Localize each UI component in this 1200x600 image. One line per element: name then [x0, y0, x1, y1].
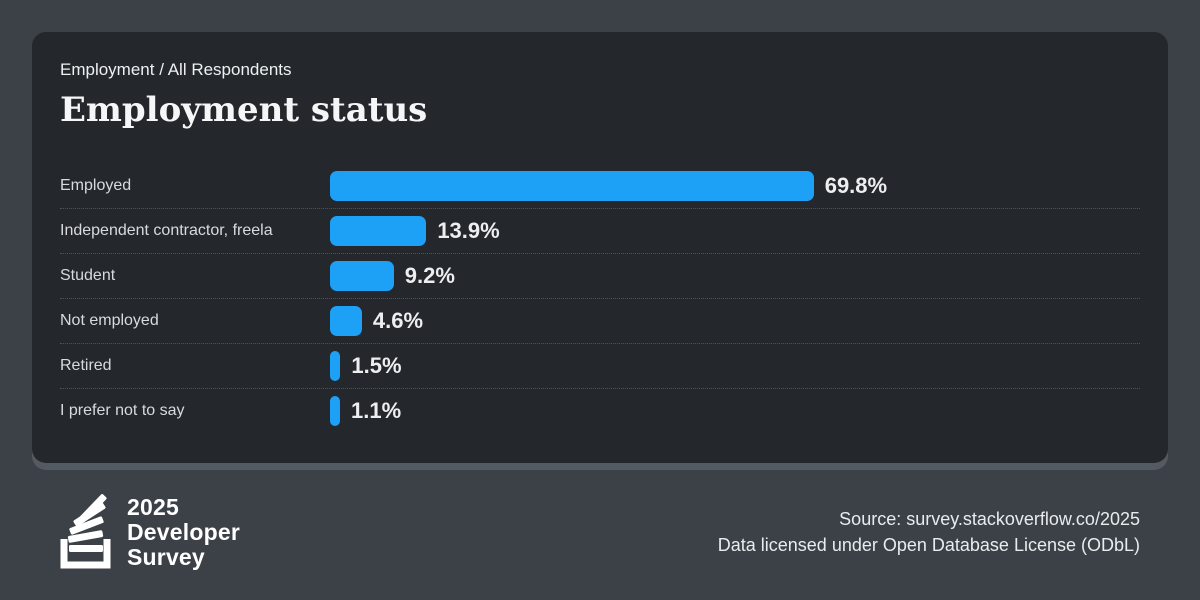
bar-track: 4.6% — [330, 306, 1140, 336]
category-label: Independent contractor, freela — [60, 222, 330, 240]
category-label: I prefer not to say — [60, 402, 330, 420]
stackoverflow-logo-icon — [60, 493, 114, 571]
chart-row: Independent contractor, freela 13.9% — [60, 208, 1140, 253]
page-title: Employment status — [60, 90, 428, 130]
bar-track: 69.8% — [330, 170, 1140, 201]
bar-track: 1.5% — [330, 351, 1140, 381]
brand-line-year: 2025 — [127, 493, 179, 520]
chart-row: I prefer not to say 1.1% — [60, 388, 1140, 433]
chart-card: Employment / All Respondents Employment … — [32, 32, 1168, 463]
brand-wordmark: 2025 Developer Survey — [127, 493, 241, 570]
bar-track: 13.9% — [330, 216, 1140, 246]
source-url-line: Source: survey.stackoverflow.co/2025 — [839, 509, 1140, 529]
category-label: Student — [60, 267, 330, 285]
source-attribution: Source: survey.stackoverflow.co/2025 Dat… — [718, 506, 1140, 558]
value-label: 13.9% — [437, 218, 500, 243]
breadcrumb: Employment / All Respondents — [60, 60, 292, 79]
bar-chart: Employed 69.8% Independent contractor, fre… — [60, 163, 1140, 433]
category-label: Retired — [60, 357, 330, 375]
chart-row: Student 9.2% — [60, 253, 1140, 298]
brand-line-survey: Survey — [127, 543, 205, 570]
chart-row: Employed 69.8% — [60, 163, 1140, 208]
value-label: 4.6% — [372, 308, 424, 333]
chart-row: Retired 1.5% — [60, 343, 1140, 388]
value-label: 1.1% — [351, 398, 402, 423]
bar-track: 1.1% — [330, 396, 1140, 426]
value-label: 9.2% — [404, 263, 455, 288]
bar — [330, 170, 814, 201]
category-label: Employed — [60, 176, 330, 195]
brand: 2025 Developer Survey — [60, 493, 240, 571]
value-label: 1.5% — [351, 353, 402, 378]
license-line: Data licensed under Open Database Licens… — [717, 535, 1140, 555]
bar — [330, 396, 340, 426]
footer: 2025 Developer Survey Source: survey.sta… — [60, 488, 1140, 576]
bar-track: 9.2% — [330, 261, 1140, 291]
brand-line-developer: Developer — [127, 518, 241, 545]
bar — [330, 261, 394, 291]
category-label: Not employed — [60, 312, 330, 330]
bar — [330, 306, 362, 336]
chart-row: Not employed 4.6% — [60, 298, 1140, 343]
bar — [330, 351, 341, 381]
value-label: 69.8% — [824, 172, 888, 198]
bar — [330, 216, 427, 246]
